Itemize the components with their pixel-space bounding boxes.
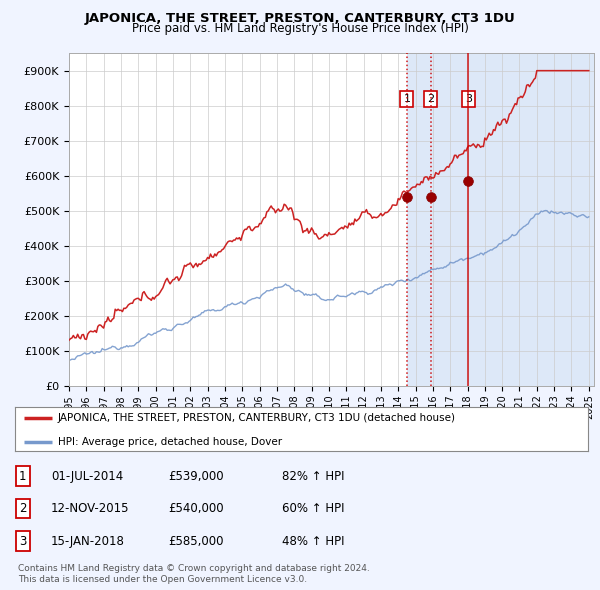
Text: 2: 2 bbox=[427, 94, 434, 104]
Text: 12-NOV-2015: 12-NOV-2015 bbox=[51, 502, 130, 515]
Text: Contains HM Land Registry data © Crown copyright and database right 2024.
This d: Contains HM Land Registry data © Crown c… bbox=[18, 565, 370, 584]
Text: 3: 3 bbox=[19, 535, 26, 548]
Text: 1: 1 bbox=[19, 470, 26, 483]
Text: 3: 3 bbox=[465, 94, 472, 104]
Text: £540,000: £540,000 bbox=[168, 502, 224, 515]
Text: Price paid vs. HM Land Registry's House Price Index (HPI): Price paid vs. HM Land Registry's House … bbox=[131, 22, 469, 35]
Text: 48% ↑ HPI: 48% ↑ HPI bbox=[282, 535, 344, 548]
Text: 1: 1 bbox=[403, 94, 410, 104]
Bar bbox=[407, 53, 598, 386]
Text: 2: 2 bbox=[19, 502, 26, 515]
Text: 15-JAN-2018: 15-JAN-2018 bbox=[51, 535, 125, 548]
Text: 60% ↑ HPI: 60% ↑ HPI bbox=[282, 502, 344, 515]
Text: JAPONICA, THE STREET, PRESTON, CANTERBURY, CT3 1DU: JAPONICA, THE STREET, PRESTON, CANTERBUR… bbox=[85, 12, 515, 25]
Text: JAPONICA, THE STREET, PRESTON, CANTERBURY, CT3 1DU (detached house): JAPONICA, THE STREET, PRESTON, CANTERBUR… bbox=[58, 413, 456, 423]
Text: HPI: Average price, detached house, Dover: HPI: Average price, detached house, Dove… bbox=[58, 437, 282, 447]
Text: £539,000: £539,000 bbox=[168, 470, 224, 483]
Text: £585,000: £585,000 bbox=[168, 535, 224, 548]
Text: 01-JUL-2014: 01-JUL-2014 bbox=[51, 470, 123, 483]
Text: 82% ↑ HPI: 82% ↑ HPI bbox=[282, 470, 344, 483]
